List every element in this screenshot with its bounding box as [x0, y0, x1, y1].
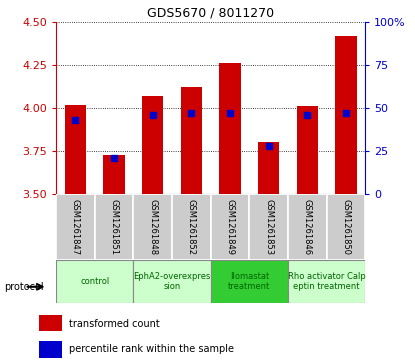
Bar	[103, 155, 124, 194]
Bar	[249, 194, 288, 260]
Text: transformed count: transformed count	[69, 319, 160, 329]
Bar	[297, 106, 318, 194]
Text: GSM1261846: GSM1261846	[303, 199, 312, 255]
Text: GSM1261851: GSM1261851	[110, 199, 119, 255]
Bar	[39, 341, 62, 358]
Bar	[142, 96, 163, 194]
Bar	[335, 36, 356, 194]
Bar	[210, 194, 249, 260]
Bar	[210, 260, 288, 303]
Text: protocol: protocol	[4, 282, 44, 292]
Text: GSM1261847: GSM1261847	[71, 199, 80, 255]
Text: EphA2-overexpres
sion: EphA2-overexpres sion	[133, 272, 211, 291]
Bar	[56, 260, 133, 303]
Bar	[219, 63, 241, 194]
Text: GSM1261848: GSM1261848	[148, 199, 157, 255]
Text: GSM1261850: GSM1261850	[342, 199, 350, 255]
Bar	[288, 194, 327, 260]
Text: Rho activator Calp
eptin treatment: Rho activator Calp eptin treatment	[288, 272, 366, 291]
Bar	[95, 194, 133, 260]
Text: GSM1261849: GSM1261849	[225, 199, 234, 255]
Bar	[65, 105, 86, 194]
Text: GSM1261853: GSM1261853	[264, 199, 273, 255]
Text: percentile rank within the sample: percentile rank within the sample	[69, 344, 234, 354]
Bar	[133, 194, 172, 260]
Bar	[133, 260, 210, 303]
Title: GDS5670 / 8011270: GDS5670 / 8011270	[147, 6, 274, 19]
Bar	[39, 315, 62, 331]
Text: GSM1261852: GSM1261852	[187, 199, 196, 255]
Text: Ilomastat
treatment: Ilomastat treatment	[228, 272, 271, 291]
Text: control: control	[80, 277, 109, 286]
Bar	[327, 194, 365, 260]
Bar	[258, 143, 279, 194]
Bar	[288, 260, 365, 303]
Bar	[56, 194, 95, 260]
Bar	[181, 87, 202, 194]
Bar	[172, 194, 210, 260]
